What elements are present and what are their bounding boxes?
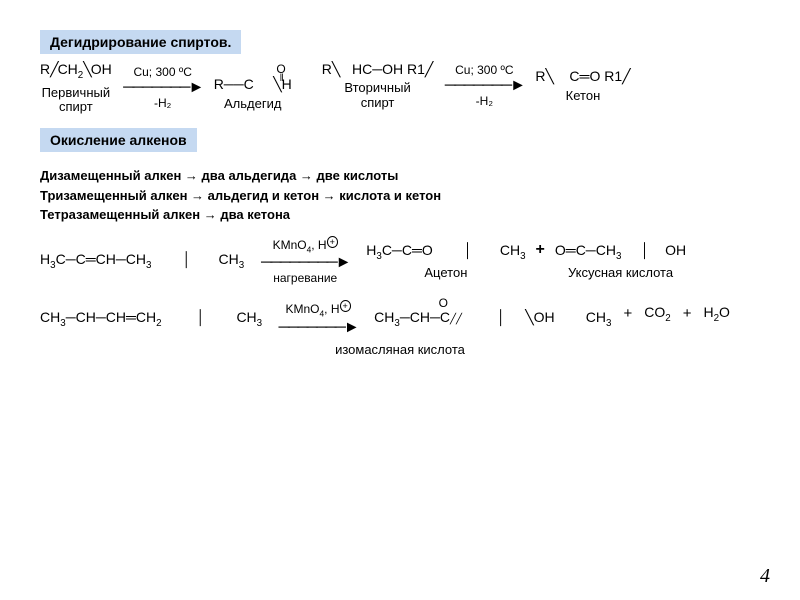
- arrow-3-cond-top: KMnO4, H: [273, 238, 327, 252]
- plus-sign: +: [532, 241, 549, 259]
- rxn4-co2: CO2: [644, 305, 670, 325]
- reaction-row-1: R╱CH2╲OH Первичный спирт Cu; 300 ºC ────…: [40, 62, 760, 114]
- rxn3-product-1: H3C─C═O │ CH3 Ацетон: [366, 243, 525, 281]
- reaction-primary-alcohol: R╱CH2╲OH Первичный спирт Cu; 300 ºC ────…: [40, 62, 292, 114]
- plus-circle-icon: +: [327, 236, 338, 248]
- isobutyric-acid-label: изомасляная кислота: [40, 342, 760, 357]
- arrow-1: Cu; 300 ºC ───────► -H₂: [118, 66, 208, 110]
- rxn4-reagent: CH3─CH─CH═CH2 │ CH3: [40, 310, 262, 330]
- primary-alcohol: R╱CH2╲OH Первичный спирт: [40, 62, 112, 114]
- page-number: 4: [760, 565, 770, 588]
- reaction-4: CH3─CH─CH═CH2 │ CH3 KMnO4, H+ ───────► O…: [40, 303, 760, 336]
- oxidation-rule-3: Тетразамещенный алкен → два кетона: [40, 205, 760, 225]
- arrow-2: Cu; 300 ºC ───────► -H₂: [439, 64, 529, 108]
- ketone-product: R╲ C═O R1╱ Кетон: [535, 69, 630, 103]
- ketone-label: Кетон: [566, 89, 601, 103]
- acetic-acid-label: Уксусная кислота: [568, 266, 673, 280]
- reaction-3: H3C─C═CH─CH3 │ CH3 KMnO4, H+ ────────► н…: [40, 239, 760, 285]
- section-title-dehydration: Дегидрирование спиртов.: [40, 30, 241, 54]
- aldehyde-product: O ‖ R──C ╲H Альдегид: [214, 65, 292, 111]
- arrow-4: KMnO4, H+ ───────►: [268, 303, 368, 336]
- arrow-4-cond-top: KMnO4, H: [285, 302, 339, 316]
- secondary-alcohol-label: Вторичный спирт: [344, 81, 410, 110]
- aldehyde-label: Альдегид: [224, 97, 281, 111]
- arrow-3: KMnO4, H+ ────────► нагревание: [250, 239, 360, 285]
- primary-alcohol-label: Первичный спирт: [42, 86, 111, 115]
- reaction-secondary-alcohol: R╲ HC─OH R1╱ Вторичный спирт Cu; 300 ºC …: [322, 62, 631, 110]
- rxn3-reagent: H3C─C═CH─CH3 │ CH3: [40, 252, 244, 272]
- rxn4-product-1: O CH3─CH─C╱╱ │ ╲OH CH3: [374, 310, 611, 330]
- rxn3-product-2: O═C─CH3 │ OH Уксусная кислота: [555, 243, 686, 281]
- arrow-2-cond-top: Cu; 300 ºC: [455, 64, 513, 77]
- plus-sign: +: [677, 305, 698, 322]
- oxidation-rule-2: Тризамещенный алкен → альдегид и кетон →…: [40, 186, 760, 206]
- arrow-3-cond-bottom: нагревание: [273, 272, 337, 285]
- arrow-1-cond-top: Cu; 300 ºC: [133, 66, 191, 79]
- plus-sign: +: [617, 305, 638, 322]
- acetone-label: Ацетон: [424, 266, 467, 280]
- plus-circle-icon: +: [340, 300, 351, 312]
- oxidation-rules: Дизамещенный алкен → два альдегида → две…: [40, 166, 760, 225]
- section-title-oxidation: Окисление алкенов: [40, 128, 197, 152]
- rxn4-h2o: H2O: [703, 305, 729, 325]
- secondary-alcohol: R╲ HC─OH R1╱ Вторичный спирт: [322, 62, 434, 110]
- arrow-2-cond-bottom: -H₂: [476, 95, 493, 108]
- oxidation-rule-1: Дизамещенный алкен → два альдегида → две…: [40, 166, 760, 186]
- arrow-1-cond-bottom: -H₂: [154, 97, 171, 110]
